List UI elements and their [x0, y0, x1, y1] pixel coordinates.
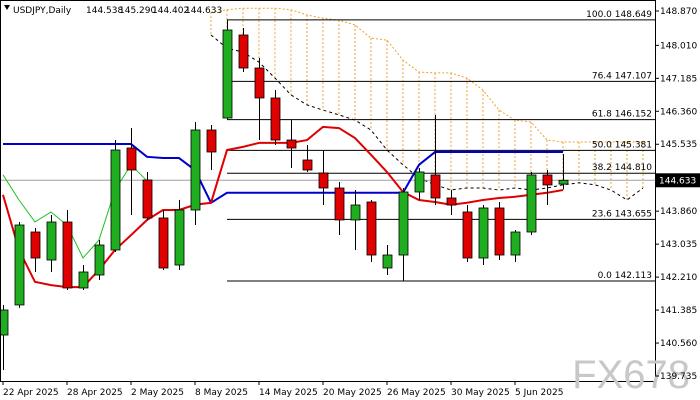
fib-label: 100.0 148.649: [586, 10, 652, 20]
watermark: FX678: [572, 353, 690, 397]
header-close: 144.633: [185, 6, 222, 16]
x-tick-label: 8 May 2025: [195, 388, 248, 398]
candle-body: [302, 159, 313, 171]
candle-body: [478, 207, 489, 259]
header-open: 144.538: [86, 6, 123, 16]
fib-ratio: 0.0: [598, 271, 613, 281]
candle-body: [526, 174, 537, 233]
candle-body: [14, 224, 25, 306]
cloud-top-line: [210, 7, 643, 143]
fib-ratio: 100.0: [586, 10, 612, 20]
candle-body: [238, 34, 249, 69]
fib-label: 61.8 146.152: [592, 110, 652, 120]
y-tick-label: 147.185: [660, 74, 697, 84]
candle-body: [142, 179, 153, 219]
header-low: 144.402: [152, 6, 189, 16]
y-tick-label: 142.210: [660, 273, 697, 283]
candle-body: [350, 204, 361, 221]
fib-ratio: 23.6: [592, 209, 612, 219]
x-tick-label: 22 Apr 2025: [3, 388, 59, 398]
candle-body: [510, 231, 521, 256]
plot-border: [0, 0, 656, 382]
y-tick-label: 143.860: [660, 207, 697, 217]
fib-ratio: 38.2: [592, 163, 612, 173]
header-high: 145.290: [119, 6, 156, 16]
fib-value: 142.113: [615, 271, 652, 281]
candle-body: [78, 271, 89, 289]
candle-body: [222, 29, 233, 119]
candle-body: [462, 211, 473, 259]
x-tick-label: 28 Apr 2025: [67, 388, 123, 398]
candle-body: [270, 97, 281, 141]
y-tick-label: 140.560: [660, 339, 697, 349]
y-tick-label: 148.870: [660, 7, 697, 17]
candle-body: [174, 209, 185, 266]
fib-value: 148.649: [615, 10, 652, 20]
fib-value: 143.655: [615, 209, 652, 219]
fib-ratio: 76.4: [592, 71, 612, 81]
chart-title: USDJPY,Daily: [13, 6, 72, 16]
x-tick-label: 26 May 2025: [387, 388, 446, 398]
candle-body: [318, 172, 329, 189]
fib-label: 0.0 142.113: [598, 271, 652, 281]
fib-label: 50.0 145.381: [592, 140, 652, 150]
x-tick-label: 14 May 2025: [259, 388, 318, 398]
candle-body: [286, 139, 297, 149]
fib-value: 145.381: [615, 140, 652, 150]
fib-label: 76.4 147.107: [592, 71, 652, 81]
cloud-bottom-line: [210, 34, 644, 201]
y-tick-label: 139.735: [660, 372, 697, 382]
candle-body: [494, 207, 505, 256]
candle-body: [190, 129, 201, 211]
candle-body: [366, 201, 377, 256]
fib-label: 23.6 143.655: [592, 209, 652, 219]
candle-body: [414, 171, 425, 193]
candle-body: [62, 221, 73, 289]
candle-body: [382, 254, 393, 269]
fib-ratio: 50.0: [592, 140, 612, 150]
candle-body: [0, 309, 9, 336]
candle-body: [30, 231, 41, 259]
y-tick-label: 146.360: [660, 107, 697, 117]
current-price-label: 144.633: [659, 176, 696, 186]
y-tick-label: 148.010: [660, 41, 697, 51]
y-tick-label: 145.535: [660, 140, 697, 150]
candle-body: [206, 129, 217, 153]
candle-body: [430, 174, 441, 199]
candle-body: [94, 244, 105, 276]
plot-area: [0, 7, 655, 370]
indicator-line: [3, 143, 563, 205]
candle-body: [398, 191, 409, 256]
candle-body: [334, 187, 345, 221]
candle-body: [126, 147, 137, 171]
header-icon: [4, 5, 10, 10]
candle-body: [446, 197, 457, 206]
candle-body: [558, 179, 569, 185]
current-price-box: [656, 173, 700, 188]
y-tick-label: 143.035: [660, 240, 697, 250]
x-tick-label: 30 May 2025: [451, 388, 510, 398]
x-tick-label: 5 Jun 2025: [515, 388, 563, 398]
candle-body: [254, 67, 265, 99]
fib-value: 147.107: [615, 71, 652, 81]
x-tick-label: 20 May 2025: [323, 388, 382, 398]
candle-body: [110, 149, 121, 251]
candle-body: [158, 217, 169, 269]
indicator-line: [2, 164, 148, 259]
header: USDJPY,Daily 144.538 145.290 144.402 144…: [4, 5, 222, 16]
candle-body: [46, 221, 57, 261]
fib-ratio: 61.8: [592, 110, 612, 120]
x-tick-label: 2 May 2025: [131, 388, 184, 398]
fib-value: 146.152: [615, 110, 652, 120]
candle-body: [542, 174, 553, 186]
fib-value: 144.810: [615, 163, 652, 173]
y-tick-label: 141.385: [660, 306, 697, 316]
fib-label: 38.2 144.810: [592, 163, 652, 173]
